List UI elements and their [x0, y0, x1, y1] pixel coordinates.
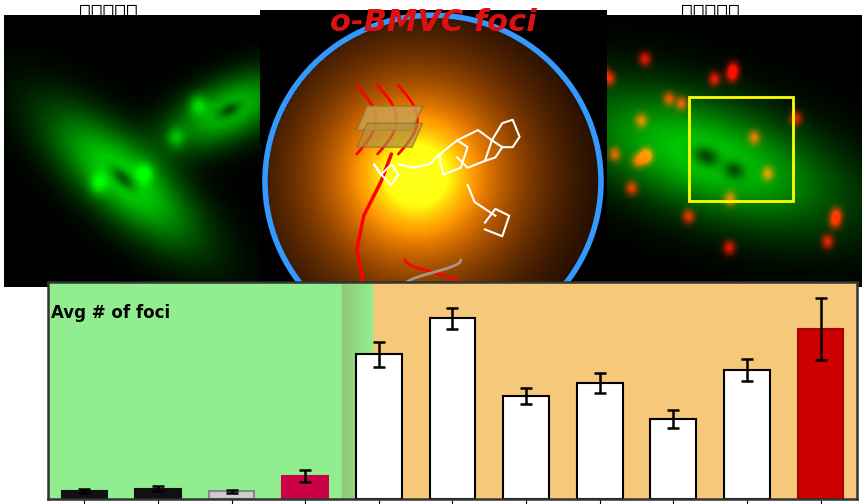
Text: 癒細胞: 癒細胞: [676, 257, 709, 275]
Text: 紅點訊號少: 紅點訊號少: [79, 3, 138, 22]
Bar: [689, 97, 793, 201]
Bar: [577, 383, 623, 499]
Bar: [61, 491, 107, 499]
Bar: [348, 282, 349, 499]
Bar: [357, 282, 359, 499]
Bar: [282, 476, 328, 499]
Bar: [365, 282, 367, 499]
Polygon shape: [357, 106, 423, 130]
Text: 正常細胞: 正常細胞: [87, 257, 130, 275]
Bar: [349, 282, 351, 499]
Bar: [48, 282, 342, 499]
Bar: [798, 329, 843, 499]
Bar: [363, 282, 364, 499]
Text: o-BMVC foci: o-BMVC foci: [330, 8, 536, 37]
Bar: [346, 282, 348, 499]
Text: 紅點訊號多: 紅點訊號多: [681, 3, 740, 22]
Text: Avg # of foci: Avg # of foci: [51, 304, 171, 322]
Bar: [724, 370, 770, 499]
Bar: [355, 282, 357, 499]
Bar: [354, 282, 355, 499]
Bar: [650, 419, 696, 499]
Bar: [364, 282, 365, 499]
Bar: [356, 354, 402, 499]
Bar: [367, 282, 369, 499]
Bar: [430, 319, 475, 499]
Bar: [135, 489, 181, 499]
Bar: [342, 282, 344, 499]
Bar: [351, 282, 352, 499]
Bar: [369, 282, 370, 499]
Bar: [345, 282, 346, 499]
Bar: [352, 282, 354, 499]
Bar: [370, 282, 372, 499]
Bar: [209, 491, 255, 499]
Bar: [344, 282, 345, 499]
Bar: [503, 396, 549, 499]
Bar: [361, 282, 363, 499]
Bar: [359, 282, 361, 499]
Polygon shape: [357, 123, 423, 147]
Bar: [342, 282, 857, 499]
